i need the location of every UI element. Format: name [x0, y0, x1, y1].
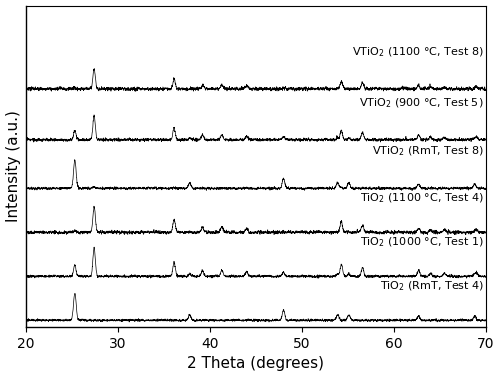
Text: VTiO$_2$ (RmT, Test 8): VTiO$_2$ (RmT, Test 8)	[372, 145, 484, 158]
Text: VTiO$_2$ (1100 °C, Test 8): VTiO$_2$ (1100 °C, Test 8)	[352, 45, 484, 59]
Text: VTiO$_2$ (900 °C, Test 5): VTiO$_2$ (900 °C, Test 5)	[360, 96, 484, 110]
Text: TiO$_2$ (RmT, Test 4): TiO$_2$ (RmT, Test 4)	[380, 280, 484, 293]
Text: TiO$_2$ (1000 °C, Test 1): TiO$_2$ (1000 °C, Test 1)	[360, 236, 484, 250]
Y-axis label: Intensity (a.u.): Intensity (a.u.)	[6, 110, 20, 222]
X-axis label: 2 Theta (degrees): 2 Theta (degrees)	[188, 356, 324, 371]
Text: TiO$_2$ (1100 °C, Test 4): TiO$_2$ (1100 °C, Test 4)	[360, 192, 484, 205]
